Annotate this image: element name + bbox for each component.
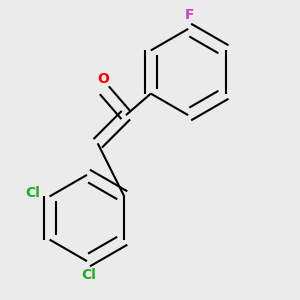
Text: Cl: Cl	[26, 186, 40, 200]
Text: O: O	[97, 72, 109, 86]
Text: F: F	[185, 8, 195, 22]
Text: Cl: Cl	[81, 268, 96, 282]
